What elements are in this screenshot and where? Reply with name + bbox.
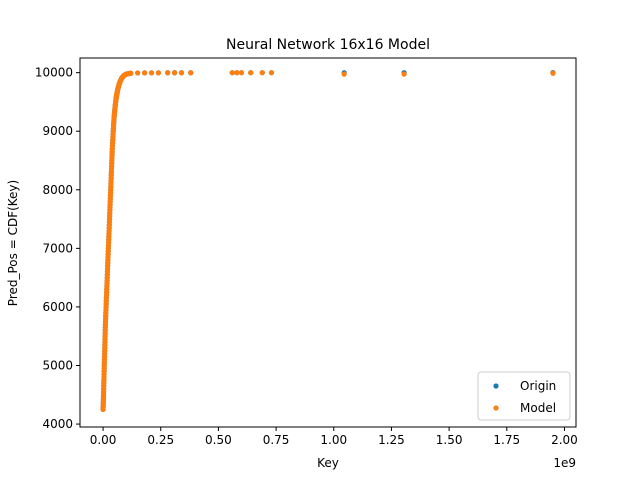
data-point	[155, 70, 162, 76]
y-tick-label: 8000	[42, 183, 73, 197]
x-tick-label: 0.25	[147, 433, 174, 447]
y-axis-ticks: 4000 5000 6000 7000 8000 9000 10000	[35, 66, 80, 431]
data-point	[106, 219, 113, 225]
data-point	[171, 70, 178, 76]
data-point	[102, 342, 108, 348]
x-tick-label: 0.75	[263, 433, 290, 447]
data-point	[111, 116, 117, 122]
y-tick-label: 6000	[42, 300, 73, 314]
y-tick-label: 5000	[42, 359, 73, 373]
data-point	[107, 201, 113, 208]
x-tick-label: 2.00	[551, 433, 578, 447]
x-tick-label: 1.75	[493, 433, 520, 447]
data-point	[178, 70, 185, 76]
data-point	[135, 70, 141, 76]
data-point	[341, 71, 347, 77]
data-point	[127, 70, 133, 76]
data-point	[108, 166, 115, 172]
x-tick-label: 0.50	[205, 433, 232, 447]
legend-label: Origin	[520, 379, 556, 393]
x-axis-ticks: 0.00 0.25 0.50 0.75 1.00 1.25 1.50 1.75 2.00	[90, 427, 578, 447]
legend-marker	[493, 383, 499, 389]
data-point	[238, 70, 245, 76]
x-tick-label: 1.00	[320, 433, 347, 447]
data-point	[248, 70, 254, 76]
data-point	[141, 70, 148, 76]
data-point	[109, 149, 115, 155]
data-point	[268, 70, 275, 76]
x-tick-label: 0.00	[90, 433, 117, 447]
x-tick-label: 1.25	[378, 433, 405, 447]
data-point	[100, 394, 107, 400]
plot-frame	[79, 57, 577, 428]
data-point	[104, 289, 110, 295]
data-point	[234, 70, 240, 76]
legend: Origin Model	[477, 371, 571, 421]
data-point	[103, 307, 109, 313]
y-tick-label: 4000	[42, 417, 73, 431]
y-axis-label: Pred_Pos = CDF(Key)	[6, 180, 20, 306]
data-point	[105, 254, 111, 260]
data-point	[108, 184, 114, 190]
data-point	[148, 70, 155, 76]
data-point	[106, 236, 112, 243]
data-point	[110, 131, 116, 137]
y-tick-label: 9000	[42, 124, 73, 138]
data-point	[259, 70, 265, 76]
legend-box	[477, 371, 571, 421]
y-tick-label: 10000	[35, 66, 73, 80]
x-tick-label: 1.50	[436, 433, 463, 447]
data-point	[401, 71, 407, 77]
data-point	[550, 70, 556, 76]
data-point	[101, 359, 107, 366]
chart-title: Neural Network 16x16 Model	[226, 37, 430, 53]
legend-marker	[493, 405, 499, 411]
series-model	[100, 70, 556, 413]
x-axis-offset-label: 1e9	[553, 456, 576, 470]
legend-label: Model	[520, 401, 556, 415]
plot-area	[79, 57, 577, 428]
data-point	[101, 377, 107, 383]
y-tick-label: 7000	[42, 241, 73, 255]
data-point	[102, 324, 108, 331]
data-point	[229, 70, 235, 76]
data-points	[100, 70, 556, 413]
x-axis-label: Key	[317, 456, 339, 470]
data-point	[165, 70, 171, 76]
data-point	[104, 272, 110, 278]
data-point	[188, 70, 194, 76]
